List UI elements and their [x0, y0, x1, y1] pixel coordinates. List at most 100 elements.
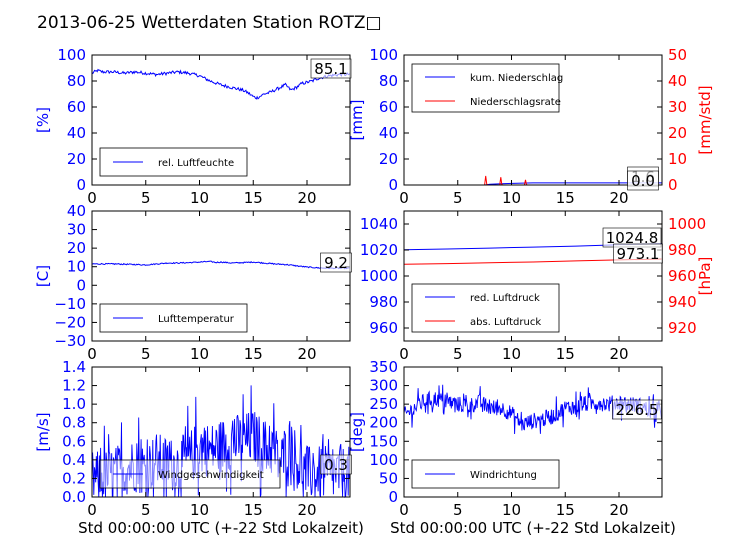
annotation-box — [627, 170, 659, 191]
x-tick-label: 0 — [399, 345, 409, 363]
y-right-tick-label: 0 — [668, 176, 678, 194]
y-tick-label: 80 — [379, 72, 398, 90]
y-tick-label: 20 — [67, 150, 86, 168]
last-value-annotation: 226.5 — [612, 399, 662, 420]
x-tick-label: 15 — [244, 189, 263, 207]
axes-frame — [91, 210, 351, 342]
y-tick-label: 60 — [67, 98, 86, 116]
y-tick-label: 20 — [379, 150, 398, 168]
annotation-label: 0.3 — [324, 456, 348, 474]
y-tick-label: 100 — [57, 46, 86, 64]
legend-label: kum. Niederschlag — [470, 73, 563, 84]
y-right-tick-label: 960 — [668, 267, 697, 285]
y-axis-label: [deg] — [348, 412, 366, 452]
panel-bottom-left: 0 5 10 15 20 0.00.20.40.60.81.01.21.4 [m/s] Win… — [34, 358, 352, 519]
last-value-annotation: 973.1 — [613, 243, 663, 264]
x-tick-label: 15 — [244, 345, 263, 363]
x-tick-label: 0 — [399, 501, 409, 519]
panel-middle-left: 0 5 10 15 20−30−20−10010203040[C]Lufttempera… — [34, 202, 352, 363]
y-tick-label: −20 — [54, 313, 86, 331]
x-tick-label: 10 — [190, 345, 209, 363]
annotation-label: 1024.8 — [606, 229, 659, 247]
y-tick-label: 350 — [369, 358, 398, 376]
annotation-label: 85.1 — [314, 60, 347, 78]
y-tick-label: 1000 — [360, 267, 398, 285]
x-tick-label: 0 — [87, 501, 97, 519]
x-tick-label: 20 — [297, 189, 316, 207]
axes-frame — [91, 54, 351, 186]
annotation-label: 226.5 — [616, 401, 659, 419]
legend: kum. Niederschlag Niederschlagsrate — [411, 63, 563, 113]
y-tick-label: 50 — [379, 469, 398, 487]
y-tick-label: 20 — [67, 239, 86, 257]
last-value-annotation: 0.3 — [320, 454, 352, 475]
x-axis-label-left: Std 00:00:00 UTC (+-22 Std Lokalzeit) — [78, 519, 364, 537]
y-tick-label: 1.0 — [62, 395, 86, 413]
panel-top-right: 0 5 10 15 20 0 20 40 60 80 100 0 10 20 30 40 50 [mm] [mm/s… — [348, 46, 714, 207]
y-tick-label: 100 — [369, 46, 398, 64]
legend: rel. Luftfeuchte — [99, 147, 248, 177]
last-value-annotation: 0.0 — [627, 170, 659, 191]
series-line-1 — [91, 68, 351, 100]
y-tick-label: 40 — [67, 202, 86, 220]
legend-label: Niederschlagsrate — [470, 97, 561, 108]
y-tick-label: 40 — [67, 124, 86, 142]
x-tick-label: 0 — [399, 189, 409, 207]
y-tick-label: 60 — [379, 98, 398, 116]
annotation-box — [320, 252, 352, 273]
y-tick-label: 100 — [369, 451, 398, 469]
y-tick-label: 980 — [369, 293, 398, 311]
y-right-axis-label: [mm/std] — [696, 85, 714, 154]
y-tick-label: 0.0 — [62, 488, 86, 506]
x-tick-label: 15 — [556, 501, 575, 519]
x-tick-label: 20 — [609, 189, 628, 207]
y-tick-label: 0 — [76, 276, 86, 294]
y-right-tick-label: 940 — [668, 293, 697, 311]
y-tick-label: 80 — [67, 72, 86, 90]
x-tick-label: 15 — [244, 501, 263, 519]
x-tick-label: 20 — [297, 501, 316, 519]
axes-frame — [403, 366, 663, 498]
x-tick-label: 5 — [141, 345, 151, 363]
x-tick-label: 10 — [190, 189, 209, 207]
y-tick-label: 1040 — [360, 215, 398, 233]
legend-label: abs. Luftdruck — [470, 317, 541, 328]
y-tick-label: 1.2 — [62, 377, 86, 395]
x-tick-label: 20 — [297, 345, 316, 363]
y-tick-label: −10 — [54, 295, 86, 313]
y-tick-label: −30 — [54, 332, 86, 350]
last-value-annotation: 9.2 — [320, 252, 352, 273]
annotation-box — [320, 454, 352, 475]
panel-bottom-right: 0 5 10 15 20050100150200250300350[deg]Windri… — [348, 358, 663, 519]
x-axis-label-right: Std 00:00:00 UTC (+-22 Std Lokalzeit) — [390, 519, 676, 537]
annotation-box — [310, 58, 352, 79]
y-axis-label: [C] — [34, 265, 52, 287]
x-tick-label: 15 — [556, 345, 575, 363]
x-tick-label: 20 — [609, 501, 628, 519]
y-tick-label: 150 — [369, 432, 398, 450]
y-right-tick-label: 20 — [668, 124, 687, 142]
y-tick-label: 1.4 — [62, 358, 86, 376]
annotation-box — [612, 399, 662, 420]
legend-box — [411, 283, 560, 333]
x-tick-label: 15 — [556, 189, 575, 207]
x-tick-label: 0 — [87, 345, 97, 363]
y-right-tick-label: 50 — [668, 46, 687, 64]
panel-middle-right: 0 5 10 15 20 960 980 1000 1020 1040 920 940 960 980 10… — [360, 210, 714, 363]
x-tick-label: 5 — [453, 501, 463, 519]
x-tick-label: 10 — [502, 501, 521, 519]
y-tick-label: 40 — [379, 124, 398, 142]
y-tick-label: 200 — [369, 414, 398, 432]
y-tick-label: 250 — [369, 395, 398, 413]
y-tick-label: 10 — [67, 258, 86, 276]
y-tick-label: 300 — [369, 377, 398, 395]
annotation-label: 973.1 — [617, 245, 660, 263]
x-tick-label: 5 — [453, 345, 463, 363]
panel-top-left: 0 5 10 15 20 0 20 40 60 80 100 [%] rel. Luftfeuchte 8… — [34, 46, 352, 207]
x-tick-label: 10 — [502, 189, 521, 207]
y-tick-label: 0.8 — [62, 414, 86, 432]
annotation-label: 9.2 — [324, 254, 348, 272]
legend-label: Lufttemperatur — [158, 314, 235, 325]
y-tick-label: 0.6 — [62, 432, 86, 450]
figure-title: 2013-06-25 Wetterdaten Station ROTZ□ — [37, 13, 382, 33]
